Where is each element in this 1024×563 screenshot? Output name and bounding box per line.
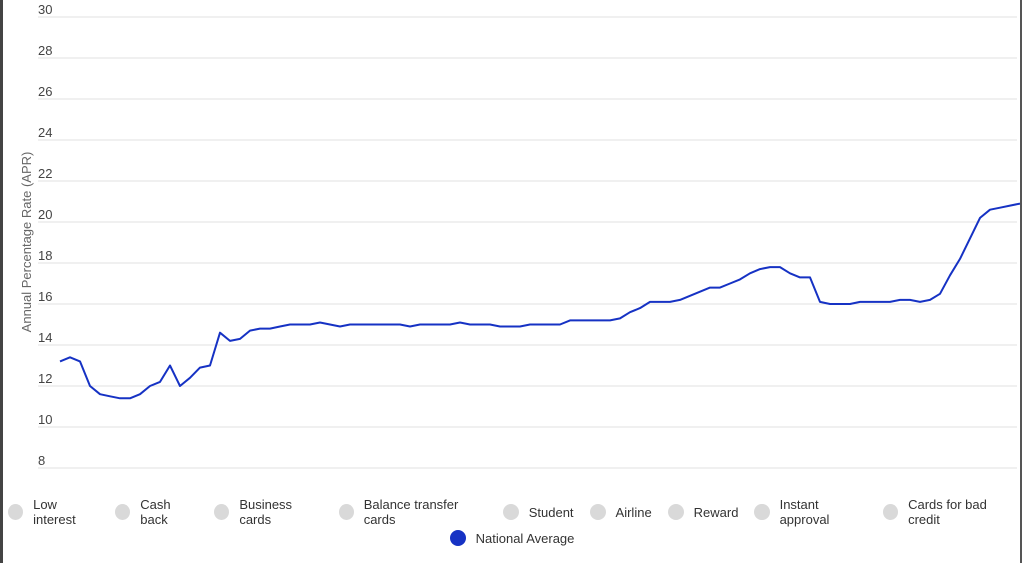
legend-dot-icon <box>338 504 354 520</box>
legend-label: Business cards <box>239 497 293 527</box>
legend-item-airline[interactable]: Airline <box>589 497 652 527</box>
legend-dot-icon <box>502 504 519 520</box>
window-edge-left <box>0 0 3 563</box>
legend-active: National Average <box>0 530 1024 546</box>
legend-dot-icon <box>8 504 24 520</box>
legend-item-cards-for-bad-credit[interactable]: Cards for bad credit <box>882 497 1016 527</box>
y-axis-label: Annual Percentage Rate (APR) <box>19 152 34 333</box>
legend-item-student[interactable]: Student <box>502 497 574 527</box>
legend-item-balance-transfer-cards[interactable]: Balance transfer cards <box>338 497 487 527</box>
legend-dot-icon <box>754 504 770 520</box>
y-tick-label: 24 <box>38 125 52 140</box>
legend-label: Cards for bad credit <box>908 497 987 527</box>
y-tick-label: 16 <box>38 289 52 304</box>
legend-label: National Average <box>475 530 575 546</box>
series-line-national-average <box>59 202 1021 400</box>
window-edge-right <box>1020 0 1022 563</box>
legend-label: Cash back <box>140 497 171 527</box>
legend-item-cash-back[interactable]: Cash back <box>115 497 198 527</box>
y-tick-label: 18 <box>38 248 52 263</box>
apr-line-chart: 8 10 12 14 16 18 20 22 24 26 28 30 Annual Percentag… <box>19 2 1021 469</box>
y-tick-label: 8 <box>38 453 45 468</box>
legend-item-low-interest[interactable]: Low interest <box>8 497 99 527</box>
y-tick-label: 30 <box>38 2 52 17</box>
legend-item-national-average[interactable]: National Average <box>449 530 575 546</box>
y-tick-label: 20 <box>38 207 52 222</box>
legend-dot-icon <box>882 504 899 520</box>
legend: Low interest Cash back Business cards Balan… <box>0 497 1024 527</box>
legend-label: Balance transfer cards <box>363 497 459 527</box>
legend-label: Instant approval <box>779 497 830 527</box>
legend-label: Low interest <box>33 497 76 527</box>
legend-label: Reward <box>693 504 739 520</box>
legend-dot-icon <box>115 504 131 520</box>
y-tick-label: 22 <box>38 166 52 181</box>
legend-dot-icon <box>214 504 230 520</box>
legend-dot-icon <box>449 530 466 546</box>
legend-item-business-cards[interactable]: Business cards <box>214 497 322 527</box>
legend-dot-icon <box>589 504 606 520</box>
y-tick-label: 12 <box>38 371 52 386</box>
legend-item-instant-approval[interactable]: Instant approval <box>754 497 867 527</box>
legend-label: Airline <box>615 504 652 520</box>
y-tick-label: 28 <box>38 43 52 58</box>
legend-dot-icon <box>667 504 684 520</box>
y-tick-label: 26 <box>38 84 52 99</box>
y-tick-label: 14 <box>38 330 52 345</box>
legend-label: Student <box>528 504 574 520</box>
legend-item-reward[interactable]: Reward <box>667 497 739 527</box>
y-tick-label: 10 <box>38 412 52 427</box>
